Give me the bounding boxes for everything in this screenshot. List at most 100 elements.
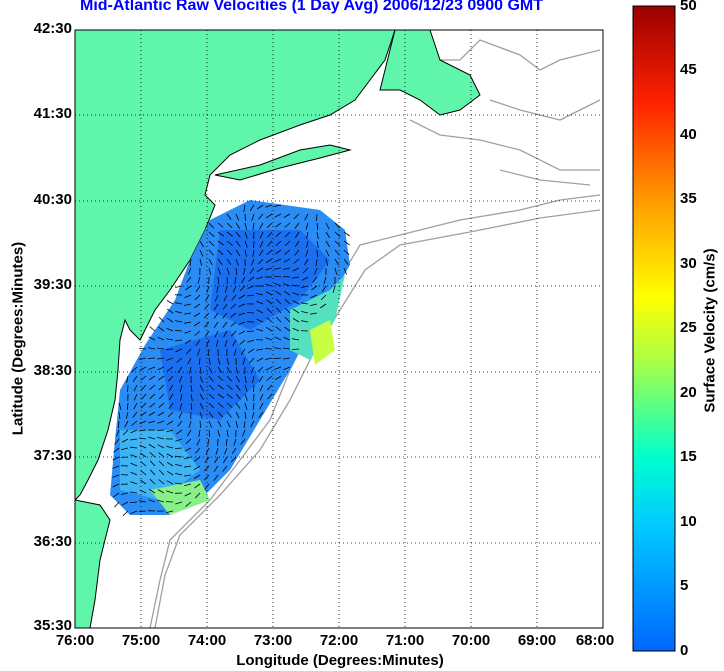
- velocity-arrow: [165, 348, 174, 350]
- velocity-arrow: [205, 447, 210, 455]
- velocity-arrow: [213, 312, 219, 319]
- velocity-arrow: [208, 357, 211, 365]
- velocity-arrow: [282, 276, 291, 278]
- velocity-arrow: [195, 447, 201, 454]
- velocity-arrow: [199, 420, 202, 429]
- lon-tick-label: 74:00: [187, 632, 227, 649]
- velocity-arrow: [250, 420, 255, 428]
- velocity-arrow: [140, 470, 147, 476]
- velocity-arrow: [194, 492, 201, 499]
- velocity-arrow: [230, 321, 237, 327]
- velocity-arrow: [194, 456, 201, 462]
- velocity-arrow: [257, 258, 264, 265]
- velocity-arrow: [222, 303, 228, 310]
- velocity-arrow: [203, 474, 210, 481]
- velocity-arrow: [130, 491, 138, 494]
- velocity-arrow: [208, 267, 212, 275]
- velocity-arrow: [166, 429, 174, 433]
- velocity-arrow: [114, 501, 120, 508]
- velocity-arrow: [217, 375, 224, 382]
- velocity-arrow: [231, 447, 237, 455]
- velocity-arrow: [217, 222, 224, 228]
- velocity-arrow: [232, 285, 237, 293]
- velocity-arrow: [244, 393, 248, 401]
- velocity-arrow: [235, 240, 241, 247]
- velocity-arrow: [226, 402, 233, 408]
- velocity-arrow: [193, 465, 201, 471]
- velocity-arrow: [130, 481, 138, 485]
- velocity-arrow: [275, 326, 282, 332]
- velocity-arrow: [292, 300, 300, 305]
- velocity-arrow: [158, 452, 165, 458]
- velocity-arrow: [284, 307, 291, 314]
- velocity-arrow: [197, 276, 201, 284]
- velocity-arrow: [217, 384, 224, 390]
- colorbar-tick-label: 30: [680, 255, 697, 272]
- velocity-arrow: [265, 258, 273, 263]
- velocity-arrow: [168, 384, 174, 392]
- velocity-arrow: [194, 294, 201, 301]
- velocity-arrow: [259, 240, 264, 248]
- velocity-arrow: [199, 249, 204, 257]
- velocity-arrow: [226, 231, 233, 237]
- velocity-arrow: [223, 330, 228, 338]
- velocity-arrow: [139, 437, 147, 440]
- velocity-arrow: [284, 326, 291, 332]
- velocity-arrow: [325, 249, 330, 257]
- velocity-arrow: [214, 330, 219, 338]
- velocity-arrow: [187, 267, 192, 275]
- velocity-arrow: [267, 384, 273, 391]
- velocity-arrow: [265, 357, 273, 360]
- velocity-arrow: [139, 420, 147, 425]
- lon-tick-label: 73:00: [253, 632, 293, 649]
- velocity-arrow: [265, 267, 273, 271]
- velocity-arrow: [217, 240, 224, 246]
- velocity-arrow: [175, 285, 183, 288]
- velocity-arrow: [244, 384, 248, 392]
- velocity-arrow: [168, 393, 174, 401]
- velocity-arrow: [258, 249, 264, 257]
- velocity-arrow: [249, 267, 255, 274]
- velocity-arrow: [190, 384, 193, 392]
- velocity-arrow: [158, 375, 165, 381]
- velocity-arrow: [226, 366, 231, 374]
- velocity-arrow: [215, 447, 219, 455]
- velocity-arrow: [177, 420, 183, 427]
- x-axis-label: Longitude (Degrees:Minutes): [236, 652, 444, 669]
- velocity-arrow: [138, 510, 147, 512]
- velocity-arrow: [316, 213, 318, 222]
- velocity-arrow: [244, 240, 248, 248]
- velocity-arrow: [253, 384, 255, 393]
- velocity-arrow: [206, 285, 210, 293]
- velocity-arrow: [148, 499, 156, 503]
- velocity-arrow: [113, 447, 120, 453]
- velocity-arrow: [283, 347, 291, 350]
- velocity-arrow: [217, 411, 223, 418]
- velocity-arrow: [113, 492, 120, 498]
- velocity-arrow: [343, 249, 350, 255]
- velocity-arrow: [186, 429, 192, 437]
- velocity-arrow: [174, 447, 183, 449]
- velocity-arrow: [184, 321, 192, 324]
- velocity-arrow: [314, 267, 318, 275]
- velocity-arrow: [204, 321, 210, 328]
- velocity-arrow: [332, 285, 336, 293]
- velocity-arrow: [275, 240, 282, 246]
- velocity-arrow: [274, 347, 282, 350]
- velocity-arrow: [140, 402, 147, 409]
- velocity-arrow: [139, 452, 147, 458]
- velocity-arrow: [266, 317, 273, 323]
- velocity-arrow: [175, 302, 183, 305]
- velocity-arrow: [294, 240, 300, 248]
- velocity-arrow: [176, 357, 183, 363]
- velocity-arrow: [204, 330, 210, 338]
- velocity-arrow: [217, 276, 220, 285]
- velocity-arrow: [139, 444, 147, 449]
- velocity-arrow: [112, 474, 120, 478]
- velocity-arrow: [240, 438, 246, 445]
- velocity-arrow: [292, 308, 300, 314]
- velocity-arrow: [325, 222, 330, 230]
- velocity-arrow: [283, 336, 291, 341]
- velocity-arrow: [226, 411, 232, 418]
- velocity-arrow: [208, 429, 211, 438]
